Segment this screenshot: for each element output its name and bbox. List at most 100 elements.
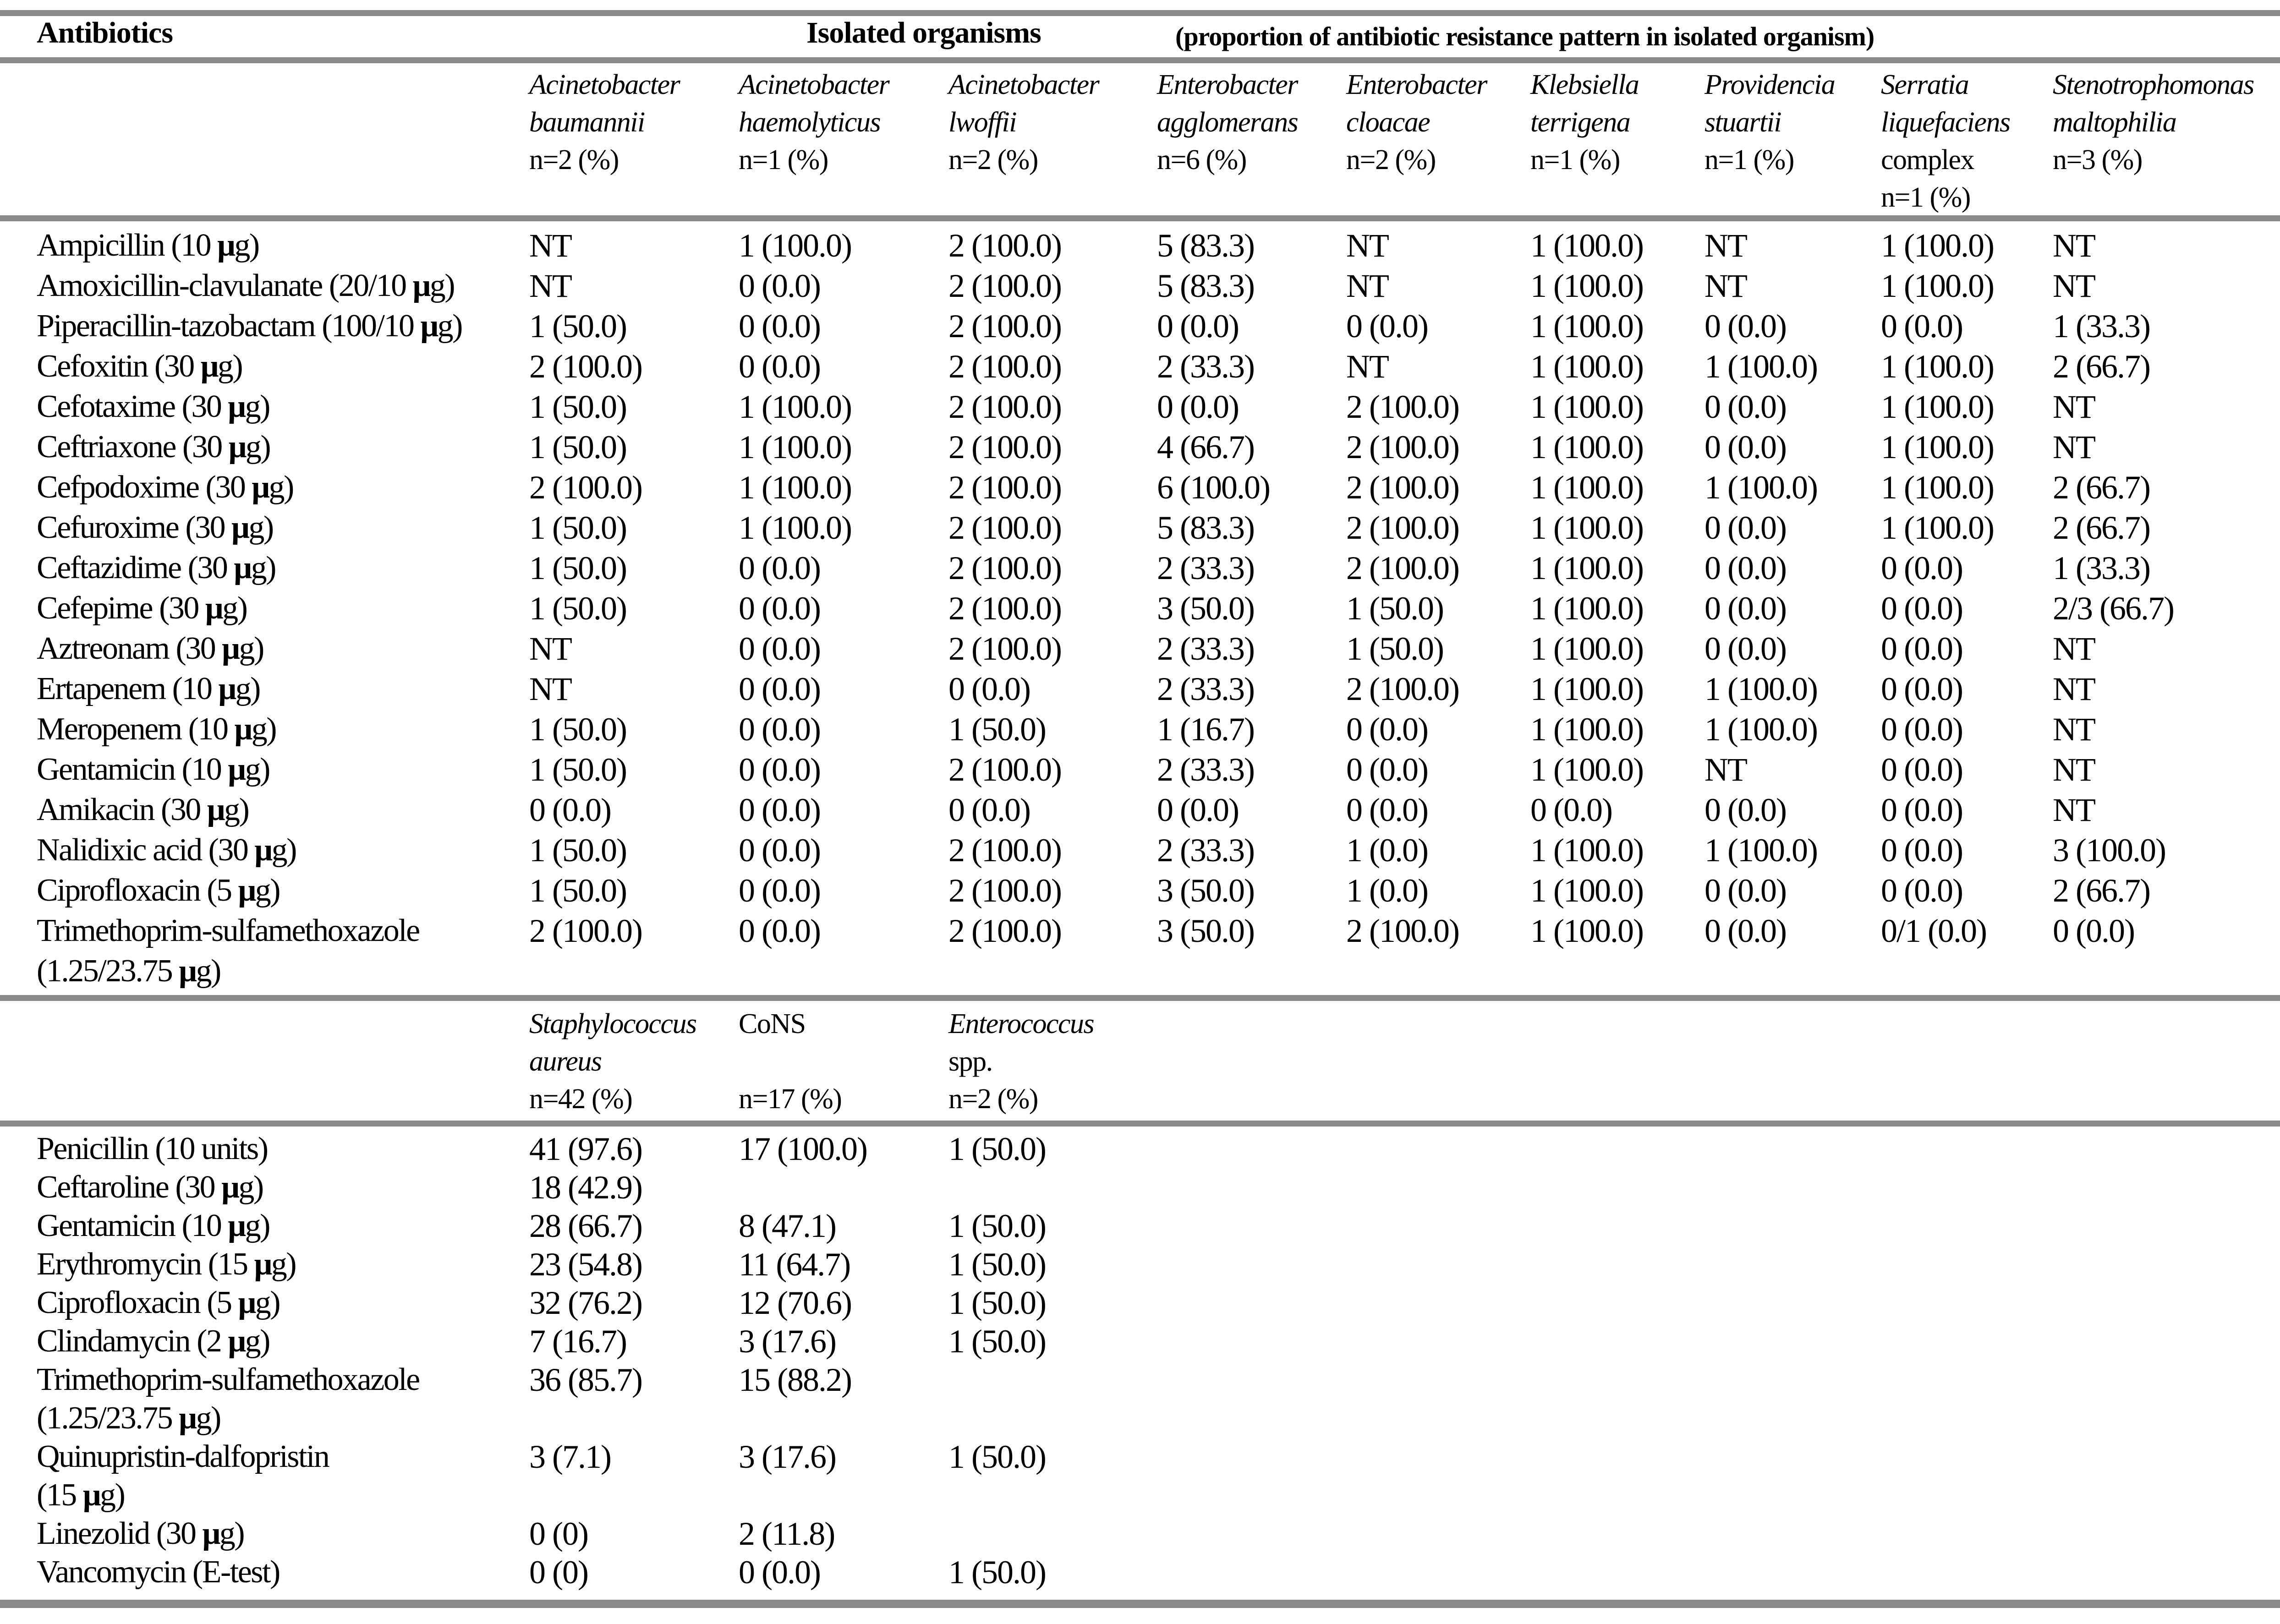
micro-symbol: μ bbox=[205, 591, 224, 626]
value-cell: 2 (100.0) bbox=[948, 509, 1062, 546]
value-cell: 1 (100.0) bbox=[1881, 509, 1995, 546]
value-cell: 0 (0.0) bbox=[1881, 550, 1963, 586]
value-cell: 1 (100.0) bbox=[1530, 509, 1644, 546]
antibiotic-label: Piperacillin-tazobactam (100/10 μg) bbox=[37, 308, 463, 344]
antibiotic-label: Ertapenem (10 μg) bbox=[37, 671, 261, 706]
organism-header-line: n=6 (%) bbox=[1157, 144, 1247, 175]
value-cell: 0/1 (0.0) bbox=[1881, 913, 1987, 949]
value-cell: 2 (33.3) bbox=[1157, 348, 1255, 385]
value-cell: 2 (33.3) bbox=[1157, 751, 1255, 788]
value-cell: 0 (0.0) bbox=[739, 832, 821, 869]
micro-symbol: μ bbox=[202, 1516, 221, 1551]
value-cell: 2 (100.0) bbox=[948, 308, 1062, 344]
organism-header-line: n=3 (%) bbox=[2053, 144, 2143, 175]
section-divider-rule bbox=[0, 995, 2280, 1001]
micro-symbol: μ bbox=[238, 1285, 257, 1320]
value-cell: 1 (50.0) bbox=[948, 1246, 1047, 1283]
value-cell: 1 (100.0) bbox=[1530, 671, 1644, 707]
organism-header-line: n=2 (%) bbox=[529, 144, 619, 175]
value-cell: 1 (50.0) bbox=[529, 872, 627, 909]
antibiotic-label: Ceftazidime (30 μg) bbox=[37, 550, 276, 585]
bottom-border-rule bbox=[0, 1600, 2280, 1608]
value-cell: 32 (76.2) bbox=[529, 1285, 643, 1321]
value-cell: NT bbox=[2053, 711, 2096, 748]
value-cell: 1 (100.0) bbox=[1530, 429, 1644, 465]
value-cell: 2 (100.0) bbox=[948, 388, 1062, 425]
table-row: Ertapenem (10 μg) NT 0 (0.0) 0 (0.0) 2 (33.3… bbox=[0, 669, 2280, 709]
table-row: Ciprofloxacin (5 μg) 1 (50.0) 0 (0.0) 2 (10… bbox=[0, 870, 2280, 911]
table-row: Ceftazidime (30 μg) 1 (50.0) 0 (0.0) 2 (100… bbox=[0, 548, 2280, 588]
micro-symbol: μ bbox=[228, 429, 247, 465]
antibiotic-label: Ceftriaxone (30 μg) bbox=[37, 429, 271, 465]
header-bottom-rule bbox=[0, 57, 2280, 63]
antibiotic-label: Ciprofloxacin (5 μg) bbox=[37, 1285, 281, 1320]
value-cell: 1 (50.0) bbox=[948, 1285, 1047, 1321]
organism-header-line: n=2 (%) bbox=[1346, 144, 1436, 175]
value-cell: 1 (100.0) bbox=[1530, 872, 1644, 909]
value-cell: 2 (100.0) bbox=[948, 429, 1062, 465]
value-cell: 1 (100.0) bbox=[1705, 469, 1818, 506]
value-cell: 1 (100.0) bbox=[1530, 590, 1644, 627]
antibiotic-label: Clindamycin (2 μg) bbox=[37, 1323, 270, 1359]
table-row: Trimethoprim-sulfamethoxazole (1.25/23.75… bbox=[0, 1361, 2280, 1438]
value-cell: 3 (50.0) bbox=[1157, 872, 1255, 909]
value-cell: 2 (100.0) bbox=[1346, 509, 1460, 546]
value-cell: 1 (50.0) bbox=[529, 509, 627, 546]
value-cell: NT bbox=[1705, 268, 1748, 304]
organism-header-line: n=1 (%) bbox=[1530, 144, 1620, 175]
value-cell: 0 (0.0) bbox=[1346, 751, 1429, 788]
value-cell: 5 (83.3) bbox=[1157, 268, 1255, 304]
organism-header-line: Enterobacter bbox=[1346, 69, 1487, 100]
value-cell: NT bbox=[529, 268, 572, 304]
value-cell: 0 (0.0) bbox=[739, 630, 821, 667]
value-cell: 12 (70.6) bbox=[739, 1285, 852, 1321]
value-cell: NT bbox=[2053, 630, 2096, 667]
value-cell: 1 (50.0) bbox=[529, 550, 627, 586]
value-cell: 0 (0.0) bbox=[1881, 751, 1963, 788]
value-cell: 1 (16.7) bbox=[1157, 711, 1255, 748]
value-cell: 2 (100.0) bbox=[1346, 429, 1460, 465]
organism-header-line: n=1 (%) bbox=[1881, 182, 1971, 213]
value-cell: 23 (54.8) bbox=[529, 1246, 643, 1283]
table-row: Nalidixic acid (30 μg) 1 (50.0) 0 (0.0) 2 (… bbox=[0, 830, 2280, 870]
table-row: Linezolid (30 μg) 0 (0) 2 (11.8) bbox=[0, 1515, 2280, 1553]
table-row: Penicillin (10 units) 41 (97.6) 17 (100.0)… bbox=[0, 1130, 2280, 1168]
value-cell: 1 (50.0) bbox=[948, 1323, 1047, 1360]
value-cell: 1 (100.0) bbox=[1705, 832, 1818, 869]
antibiotic-label: Erythromycin (15 μg) bbox=[37, 1247, 297, 1282]
value-cell: 1 (100.0) bbox=[1530, 348, 1644, 385]
value-cell: 3 (17.6) bbox=[739, 1323, 837, 1360]
value-cell: 1 (100.0) bbox=[1881, 227, 1995, 264]
antibiotic-label: Ciprofloxacin (5 μg) bbox=[37, 873, 281, 908]
value-cell: 41 (97.6) bbox=[529, 1131, 643, 1167]
antibiotic-label: Cefpodoxime (30 μg) bbox=[37, 470, 294, 505]
value-cell: NT bbox=[1346, 348, 1389, 385]
organism-header-line: baumannii bbox=[529, 107, 645, 138]
organism-header-line: Acinetobacter bbox=[529, 69, 680, 100]
value-cell: 2 (33.3) bbox=[1157, 671, 1255, 707]
micro-symbol: μ bbox=[234, 711, 253, 747]
value-cell: 0 (0.0) bbox=[1157, 388, 1239, 425]
organism-header-line: Klebsiella bbox=[1530, 69, 1639, 100]
value-cell: 3 (100.0) bbox=[2053, 832, 2166, 869]
value-cell: 11 (64.7) bbox=[739, 1246, 851, 1283]
column-group-title-isolated-organisms: Isolated organisms bbox=[806, 16, 1041, 49]
value-cell: 0 (0.0) bbox=[1881, 872, 1963, 909]
micro-symbol: μ bbox=[254, 1247, 273, 1282]
value-cell: NT bbox=[2053, 268, 2096, 304]
organism-header-line: haemolyticus bbox=[739, 107, 881, 138]
value-cell: 0 (0.0) bbox=[1157, 792, 1239, 828]
value-cell: 0 (0.0) bbox=[739, 872, 821, 909]
antibiotic-label: Ampicillin (10 μg) bbox=[37, 228, 260, 263]
value-cell: 0 (0.0) bbox=[1705, 630, 1787, 667]
table-row: Clindamycin (2 μg) 7 (16.7) 3 (17.6) 1 (50.… bbox=[0, 1322, 2280, 1361]
value-cell: 1 (50.0) bbox=[529, 751, 627, 788]
antibiotic-label: Amoxicillin-clavulanate (20/10 μg) bbox=[37, 268, 455, 303]
micro-symbol: μ bbox=[231, 510, 250, 545]
table-row: Cefuroxime (30 μg) 1 (50.0) 1 (100.0) 2 (10… bbox=[0, 508, 2280, 548]
value-cell: 1 (100.0) bbox=[739, 469, 852, 506]
micro-symbol: μ bbox=[254, 832, 273, 868]
value-cell: 1 (100.0) bbox=[1530, 630, 1644, 667]
value-cell: 1 (50.0) bbox=[529, 832, 627, 869]
